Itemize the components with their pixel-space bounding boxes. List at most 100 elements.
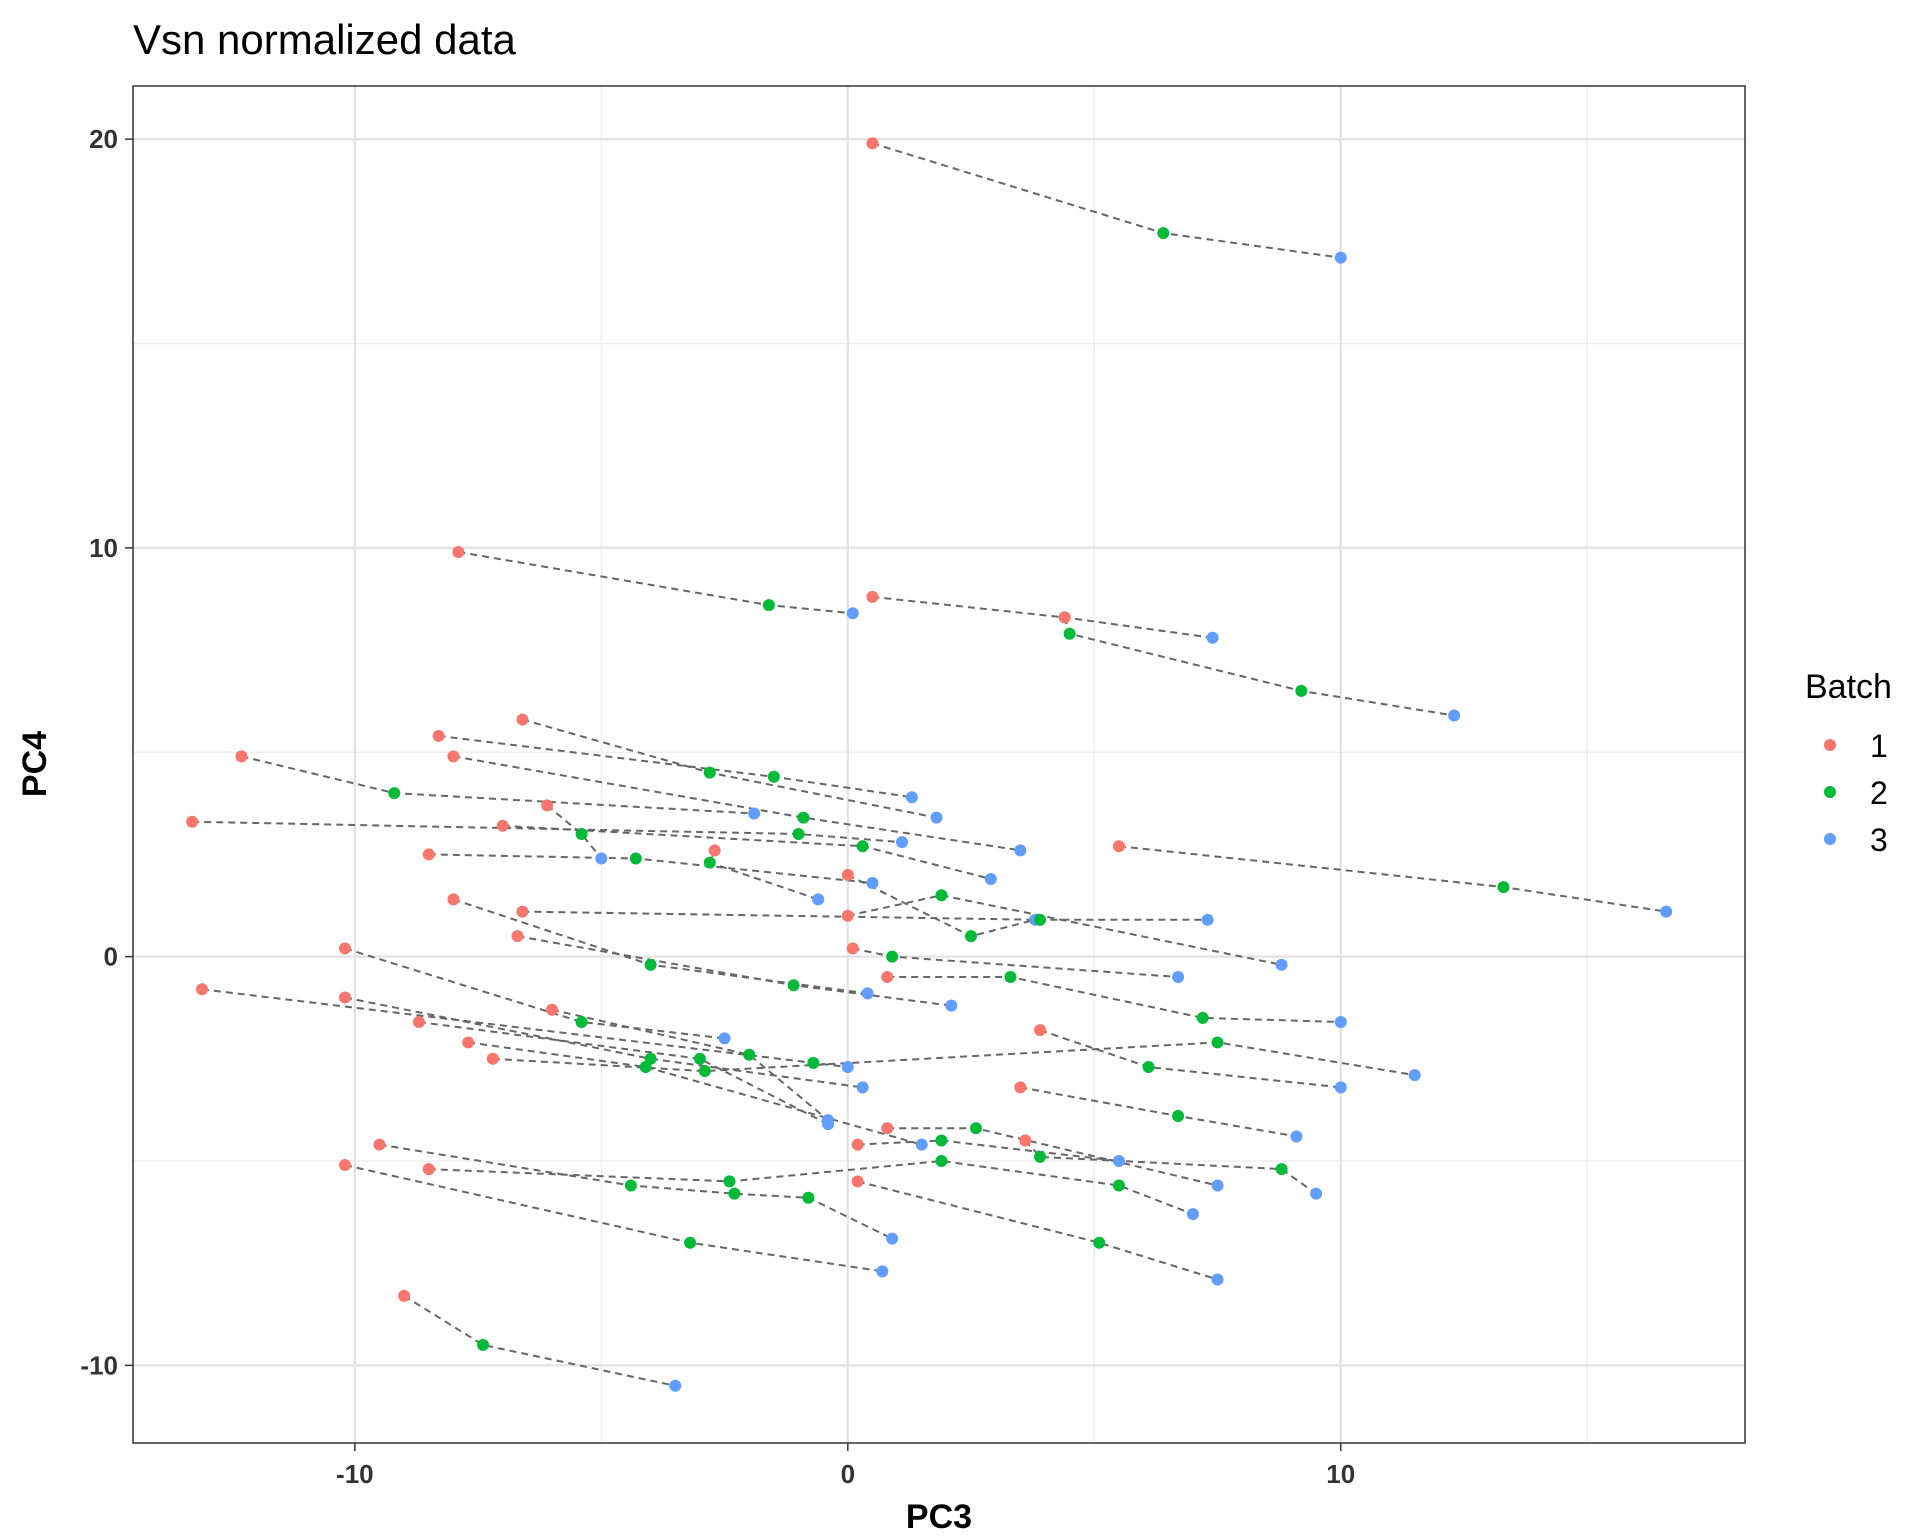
data-point (802, 1191, 815, 1204)
data-point (1186, 1208, 1199, 1221)
connector-line (857, 1139, 1120, 1162)
data-point (1290, 1130, 1303, 1143)
data-point (516, 713, 529, 726)
data-point (629, 852, 642, 865)
x-tick-label: 10 (1326, 1459, 1355, 1489)
data-point (1408, 1069, 1421, 1082)
connector-line (887, 976, 1341, 1023)
data-point (541, 799, 554, 812)
data-point (1112, 1179, 1125, 1192)
data-point (812, 893, 825, 906)
data-point (422, 1163, 435, 1176)
data-point (703, 856, 716, 869)
data-point (1334, 1016, 1347, 1029)
legend-label-1: 1 (1870, 728, 1888, 764)
data-point (1112, 840, 1125, 853)
data-point (1063, 627, 1076, 640)
data-point (1310, 1187, 1323, 1200)
legend-title: Batch (1805, 668, 1892, 706)
data-point (452, 545, 465, 558)
data-point (822, 1114, 835, 1127)
data-point (851, 1175, 864, 1188)
data-point (1172, 1110, 1185, 1123)
data-point (1211, 1273, 1224, 1286)
axis-ticks: -10 0 10 -10 0 10 20 (80, 124, 1355, 1489)
data-point (728, 1187, 741, 1200)
data-point (511, 930, 524, 943)
legend: Batch 1 2 3 (1805, 668, 1892, 858)
data-point (1157, 227, 1170, 240)
data-point (1206, 631, 1219, 644)
data-point (866, 877, 879, 890)
data-point (1196, 1011, 1209, 1024)
panel-border (132, 85, 1746, 1444)
chart-title: Vsn normalized data (133, 16, 517, 63)
legend-label-3: 3 (1870, 822, 1888, 858)
data-point (886, 950, 899, 963)
data-point (462, 1036, 475, 1049)
data-point (856, 840, 869, 853)
data-point (905, 791, 918, 804)
data-point (1448, 709, 1461, 722)
data-point (432, 729, 445, 742)
data-point (516, 905, 529, 918)
data-point (896, 836, 909, 849)
data-point (723, 1175, 736, 1188)
data-point (338, 1159, 351, 1172)
data-points (186, 137, 1673, 1392)
data-point (797, 811, 810, 824)
data-point (186, 815, 199, 828)
data-point (338, 991, 351, 1004)
data-point (575, 1016, 588, 1029)
connector-line (551, 1008, 829, 1121)
data-point (235, 750, 248, 763)
data-point (856, 1081, 869, 1094)
y-tick-label: 20 (89, 124, 118, 154)
data-point (748, 807, 761, 820)
data-point (743, 1048, 756, 1061)
data-point (496, 819, 509, 832)
y-tick-label: 0 (104, 942, 118, 972)
data-point (866, 137, 879, 150)
data-point (1201, 913, 1214, 926)
data-point (1093, 1236, 1106, 1249)
data-point (1497, 881, 1510, 894)
data-point (935, 1134, 948, 1147)
data-point (422, 848, 435, 861)
data-point (787, 979, 800, 992)
data-point (762, 599, 775, 612)
data-point (196, 983, 209, 996)
data-point (486, 1052, 499, 1065)
data-point (945, 999, 958, 1012)
data-point (1004, 971, 1017, 984)
connector-line (1063, 617, 1455, 717)
data-point (1034, 913, 1047, 926)
data-point (1211, 1179, 1224, 1192)
data-point (767, 770, 780, 783)
data-point (684, 1236, 697, 1249)
data-point (965, 930, 978, 943)
data-point (866, 590, 879, 603)
x-tick-label: 0 (841, 1459, 855, 1489)
data-point (338, 942, 351, 955)
data-point (1295, 684, 1308, 697)
data-point (624, 1179, 637, 1192)
data-point (792, 827, 805, 840)
legend-key-3 (1824, 833, 1836, 845)
y-tick-label: -10 (80, 1350, 118, 1380)
data-point (644, 958, 657, 971)
data-point (703, 766, 716, 779)
data-point (698, 1065, 711, 1078)
data-point (851, 1138, 864, 1151)
panel-background (133, 86, 1745, 1443)
data-point (693, 1052, 706, 1065)
data-point (595, 852, 608, 865)
data-point (846, 607, 859, 620)
data-point (1014, 844, 1027, 857)
data-point (876, 1265, 889, 1278)
data-point (447, 750, 460, 763)
connector-line (847, 894, 1282, 966)
data-point (1034, 1150, 1047, 1163)
data-point (969, 1122, 982, 1135)
data-point (935, 1154, 948, 1167)
